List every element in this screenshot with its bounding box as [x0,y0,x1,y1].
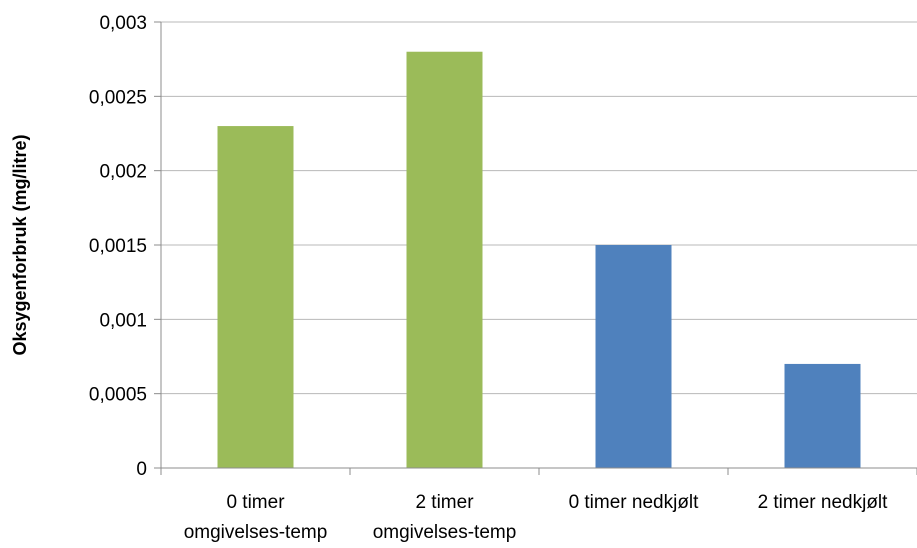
y-tick-label: 0 [136,459,147,480]
y-tick-label: 0,0005 [89,385,147,406]
x-category-label: omgivelses-temp [184,522,328,543]
y-tick-label: 0,0015 [89,236,147,257]
bar [784,363,861,468]
y-axis-title: Oksygenforbruk (mg/litre) [10,134,30,355]
bar [217,126,294,469]
x-category-label: 0 timer nedkjølt [569,492,700,513]
y-tick-label: 0,002 [99,162,147,183]
y-tick-label: 0,003 [99,13,147,34]
labels: 0 0,0005 0,001 0,0015 0,002 0,0025 0,003 0 time… [89,13,888,543]
bar [595,245,672,468]
bar [406,51,483,468]
x-category-label: 2 timer nedkjølt [758,492,889,513]
x-category-label: omgivelses-temp [373,522,517,543]
y-tick-label: 0,001 [99,310,147,331]
axes [154,21,917,475]
bars [217,51,861,469]
x-category-label: 2 timer [415,492,474,513]
x-category-label: 0 timer [226,492,285,513]
y-tick-label: 0,0025 [89,87,147,108]
